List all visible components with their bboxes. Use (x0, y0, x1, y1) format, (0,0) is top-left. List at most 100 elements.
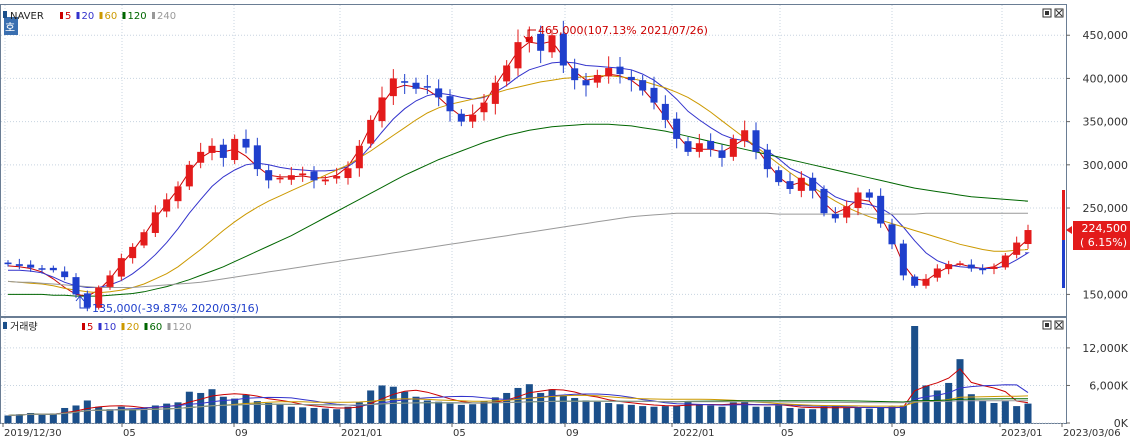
volume-bar (129, 408, 137, 423)
volume-bar (514, 387, 522, 423)
candle-body (548, 35, 556, 53)
candle-body (423, 86, 431, 88)
candle-body (27, 264, 35, 268)
candle-body (763, 149, 771, 170)
volume-bar (854, 407, 862, 423)
candle-body (729, 138, 737, 157)
candle-body (197, 151, 205, 163)
candle-body (1001, 255, 1009, 268)
volume-bar (820, 406, 828, 423)
volume-pane-frame (0, 317, 1067, 424)
candle-body (695, 143, 703, 152)
ma120-line (8, 123, 1029, 297)
volume-bar (117, 406, 125, 423)
legend-swatch (76, 12, 80, 19)
candle-body (4, 262, 12, 265)
candle-body (333, 176, 341, 179)
candle-body (469, 114, 477, 122)
volume-bar (435, 401, 443, 423)
x-tick-label: 05 (123, 428, 136, 439)
candle-body (820, 188, 828, 214)
volume-bar (922, 385, 930, 423)
side-tab[interactable] (4, 17, 18, 35)
candle-body (650, 87, 658, 103)
y-tick-label: 250,000 (1083, 202, 1129, 215)
candle-body (945, 264, 953, 270)
volume-bar (899, 405, 907, 423)
candle-body (831, 214, 839, 219)
volume-legend[interactable]: 5 10 20 60 120 (82, 322, 192, 333)
volume-bar (945, 382, 953, 423)
candle-body (174, 186, 182, 202)
candle-body (911, 276, 919, 286)
volume-bar (888, 406, 896, 423)
candle-body (321, 179, 329, 182)
volume-bar (38, 414, 46, 423)
volume-bar (1024, 403, 1032, 423)
volume-bar (401, 391, 409, 423)
min-price-annotation: 135,000(-39.87% 2020/03/16) (92, 302, 259, 315)
x-tick-label: 09 (566, 428, 579, 439)
volume-bar (446, 403, 454, 423)
candle-body (877, 195, 885, 224)
candle-body (310, 171, 318, 181)
legend-item-label[interactable]: 240 (157, 11, 176, 22)
candle-body (979, 268, 987, 271)
volume-ma120-line (7, 400, 1028, 416)
candle-body (967, 264, 975, 269)
legend-swatch (152, 12, 155, 19)
legend-swatch (99, 12, 103, 19)
legend-item-label[interactable]: 120 (128, 11, 147, 22)
x-tick-label: 09 (893, 428, 906, 439)
legend-symbol: NAVER (10, 11, 44, 22)
candle-body (163, 199, 171, 212)
candle-body (242, 138, 250, 148)
legend-item-label[interactable]: 10 (104, 322, 117, 333)
legend-item-label[interactable]: 20 (127, 322, 140, 333)
legend-item-label[interactable]: 5 (65, 11, 71, 22)
legend-item-label[interactable]: 20 (82, 11, 95, 22)
candlestick-layer (4, 20, 1032, 312)
candle-body (899, 243, 907, 276)
volume-bar (752, 406, 760, 423)
candle-body (809, 177, 817, 191)
candle-body (412, 82, 420, 89)
legend-swatch (144, 323, 148, 330)
x-tick-label: 2021/01 (341, 428, 383, 439)
legend-item-label[interactable]: 5 (87, 322, 93, 333)
volume-bar (333, 409, 341, 423)
volume-bar (287, 406, 295, 423)
candle-body (582, 80, 590, 86)
candle-body (786, 181, 794, 190)
legend-swatch (167, 323, 171, 330)
legend-item-label[interactable]: 120 (173, 322, 192, 333)
volume-bar (367, 390, 375, 423)
volume-y-tick-label: 0K (1114, 417, 1129, 430)
volume-legend-marker-icon (3, 322, 7, 329)
volume-bar (4, 415, 12, 423)
ma20-line (8, 61, 1030, 288)
volume-bar (140, 407, 148, 423)
max-annotation-leader (527, 29, 536, 40)
side-tab-label: 호 (5, 21, 15, 34)
volume-bar (650, 406, 658, 423)
volume-bar (809, 409, 817, 423)
candle-body (684, 141, 692, 152)
x-tick-label: 05 (453, 428, 466, 439)
volume-bar (457, 404, 465, 423)
candle-body (933, 268, 941, 278)
candle-body (117, 258, 125, 277)
candle-body (752, 130, 760, 152)
legend-item-label[interactable]: 60 (150, 322, 163, 333)
legend-item-label[interactable]: 60 (105, 11, 118, 22)
y-tick-label: 350,000 (1083, 116, 1129, 129)
candle-body (854, 192, 862, 209)
volume-bar (979, 400, 987, 423)
candle-body (38, 268, 46, 270)
price-legend[interactable]: 5 20 60 120 240 (60, 11, 176, 22)
volume-bar (1001, 401, 1009, 423)
candle-body (1013, 242, 1021, 255)
ma60-line (7, 75, 1029, 294)
